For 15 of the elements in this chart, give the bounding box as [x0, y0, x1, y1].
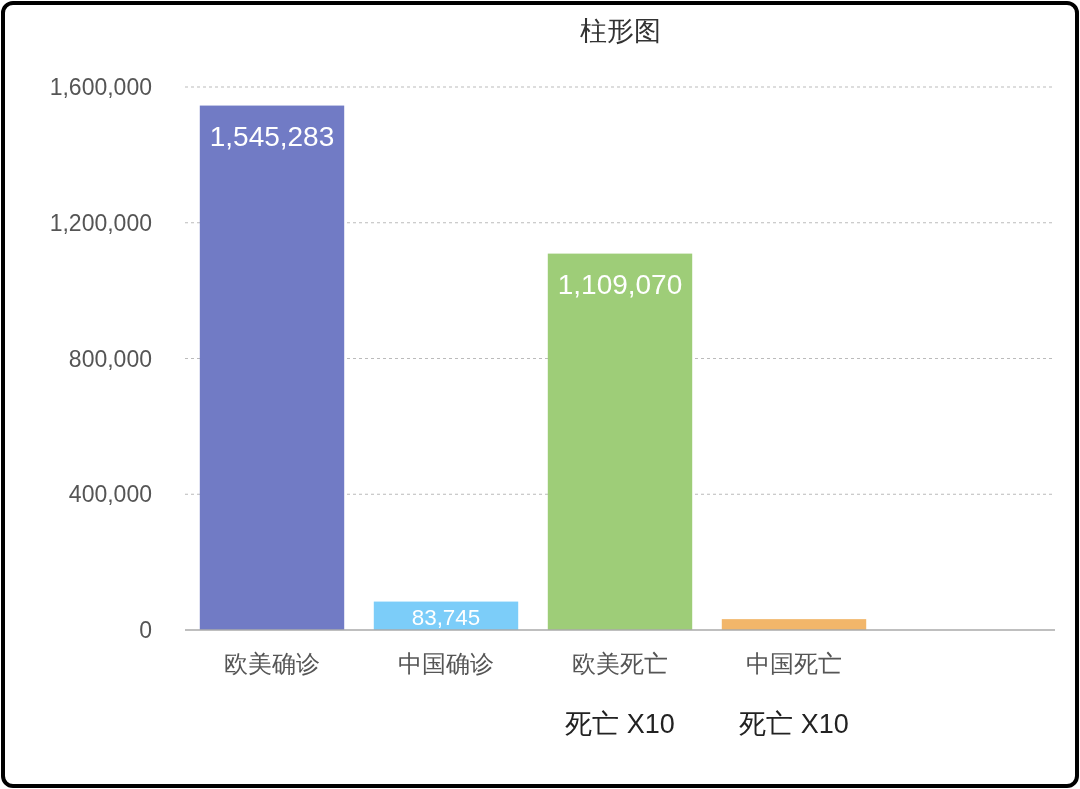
data-label: 1,109,070	[557, 268, 683, 300]
data-label: 1,545,283	[209, 120, 335, 152]
y-tick-label: 1,200,000	[49, 209, 152, 236]
x-tick-label: 欧美死亡	[572, 650, 668, 677]
data-label: 83,745	[411, 605, 481, 630]
text: 死亡 X10	[739, 709, 849, 739]
chart-title: 柱形图	[579, 16, 661, 46]
y-tick-label: 400,000	[68, 481, 152, 508]
x-tick-label: 中国确诊	[398, 650, 494, 677]
y-tick-label: 800,000	[68, 345, 152, 372]
x-tick-label: 中国死亡	[746, 650, 842, 677]
x-tick-label: 欧美确诊	[224, 650, 320, 677]
y-tick-label: 0	[139, 617, 152, 643]
y-tick-label: 1,600,000	[49, 74, 152, 100]
text: 死亡 X10	[565, 709, 675, 739]
